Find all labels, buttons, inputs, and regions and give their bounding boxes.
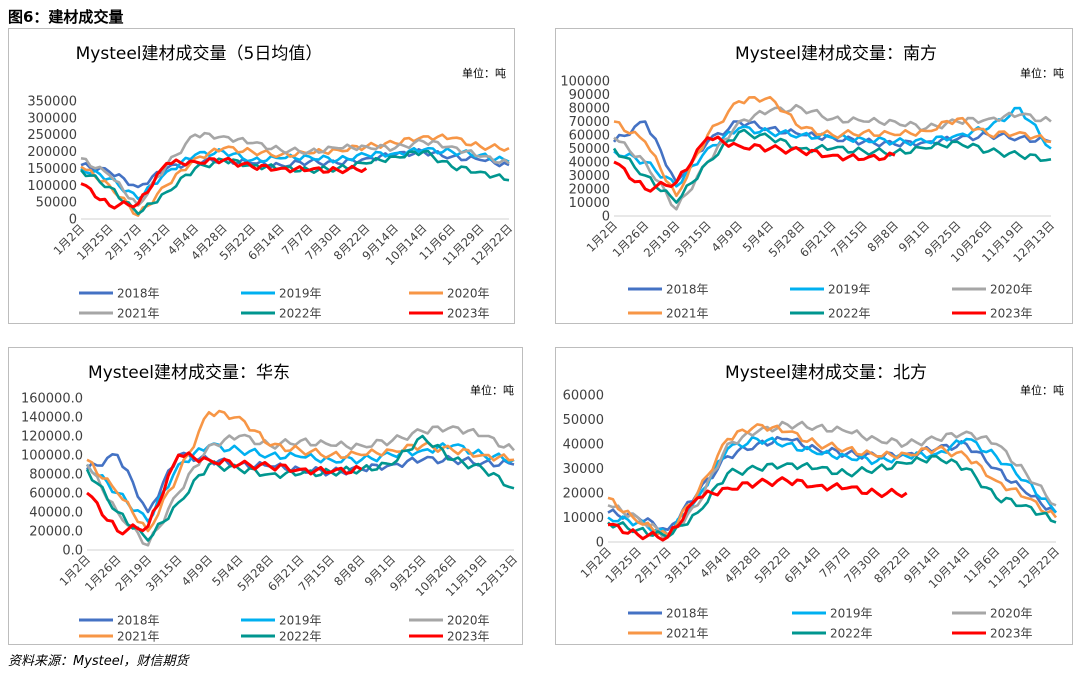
series-line-5 — [607, 455, 1057, 539]
chart-panel-east: Mysteel建材成交量：华东单位：吨 0.0 20000.0 40000.0 6000… — [8, 347, 523, 645]
legend-label: 2021年 — [117, 307, 160, 321]
unit-label: 单位：吨 — [470, 383, 514, 397]
y-tick-label: 60000 — [569, 129, 610, 144]
y-tick-label: 0.0 — [62, 544, 83, 559]
y-tick-label: 20000.0 — [29, 525, 83, 540]
y-tick-label: 300000 — [27, 111, 77, 126]
legend-label: 2019年 — [830, 607, 873, 621]
legend-label: 2019年 — [279, 614, 322, 628]
legend-label: 2023年 — [447, 630, 490, 644]
series-line-3 — [613, 103, 1052, 211]
y-tick-label: 0 — [602, 210, 610, 225]
x-tick-label: 4月9日 — [708, 218, 745, 255]
unit-label: 单位：吨 — [1020, 66, 1064, 80]
y-tick-label: 70000 — [569, 115, 610, 130]
y-tick-label: 30000 — [569, 169, 610, 184]
legend-label: 2022年 — [828, 307, 871, 321]
legend-label: 2018年 — [117, 287, 160, 301]
series-line-1 — [80, 148, 510, 189]
unit-label: 单位：吨 — [462, 66, 506, 80]
y-tick-label: 140000.0 — [21, 411, 83, 426]
y-tick-label: 50000 — [563, 413, 604, 428]
legend-label: 2023年 — [990, 627, 1033, 641]
unit-label: 单位：吨 — [1020, 383, 1064, 397]
legend-label: 2023年 — [990, 307, 1033, 321]
series-line-4 — [613, 95, 1052, 198]
legend-label: 2021年 — [666, 627, 709, 641]
series-line-5 — [79, 149, 510, 216]
y-tick-label: 160000.0 — [21, 392, 83, 407]
series-line-6 — [613, 135, 896, 193]
y-tick-label: 200000 — [27, 145, 77, 160]
y-tick-label: 10000 — [569, 196, 610, 211]
x-tick-label: 8月8日 — [331, 552, 368, 589]
source-note: 资料来源：Mysteel，财信期货 — [8, 654, 189, 669]
legend-label: 2020年 — [447, 614, 490, 628]
legend-label: 2021年 — [666, 307, 709, 321]
y-tick-label: 250000 — [27, 128, 77, 143]
legend-label: 2020年 — [990, 607, 1033, 621]
series-line-6 — [607, 476, 908, 542]
chart-svg-total: Mysteel建材成交量（5日均值） 单位：吨 0 50000 100000 150000… — [27, 44, 515, 321]
y-tick-label: 30000 — [563, 462, 604, 477]
y-tick-label: 0 — [596, 536, 604, 551]
series-line-3 — [607, 420, 1057, 539]
series-line-2 — [607, 435, 1058, 536]
series-line-1 — [85, 451, 515, 514]
legend-label: 2018年 — [666, 607, 709, 621]
x-tick-label: 8月8日 — [865, 218, 902, 255]
series-line-2 — [85, 442, 515, 523]
chart-panel-south: Mysteel建材成交量：南方单位：吨 0 10000 20000 30000 40000… — [555, 28, 1073, 324]
y-tick-label: 0 — [69, 213, 77, 228]
y-tick-label: 350000 — [27, 95, 77, 110]
y-tick-label: 60000 — [563, 389, 604, 404]
legend-label: 2020年 — [447, 287, 490, 301]
y-tick-label: 40000 — [563, 438, 604, 453]
x-tick-label: 4月9日 — [179, 552, 216, 589]
legend-label: 2018年 — [117, 614, 160, 628]
chart-panel-north: Mysteel建材成交量：北方单位：吨 0 10000 20000 30000 40000… — [555, 347, 1073, 645]
chart-title: Mysteel建材成交量：南方 — [735, 44, 937, 64]
legend-label: 2022年 — [279, 307, 322, 321]
y-tick-label: 100000 — [27, 179, 77, 194]
series-line-6 — [86, 451, 363, 536]
y-tick-label: 100000.0 — [21, 449, 83, 464]
series-line-5 — [612, 128, 1052, 204]
y-tick-label: 150000 — [27, 162, 77, 177]
y-tick-label: 90000 — [569, 88, 610, 103]
series-line-4 — [607, 423, 1058, 536]
chart-title: Mysteel建材成交量：华东 — [88, 363, 290, 383]
legend-label: 2022年 — [279, 630, 322, 644]
y-tick-label: 120000.0 — [21, 430, 83, 445]
series-line-4 — [86, 409, 515, 533]
legend-label: 2022年 — [830, 627, 873, 641]
chart-title: Mysteel建材成交量（5日均值） — [76, 44, 323, 64]
y-tick-label: 60000.0 — [29, 487, 83, 502]
y-tick-label: 80000.0 — [29, 468, 83, 483]
series-line-6 — [80, 156, 368, 210]
legend-label: 2019年 — [828, 283, 871, 297]
y-tick-label: 20000 — [563, 487, 604, 502]
y-tick-label: 100000 — [560, 75, 610, 90]
chart-title: Mysteel建材成交量：北方 — [725, 363, 927, 383]
legend-label: 2020年 — [990, 283, 1033, 297]
figure-title: 图6：建材成交量 — [8, 8, 124, 26]
legend-label: 2023年 — [447, 307, 490, 321]
y-tick-label: 50000 — [569, 142, 610, 157]
legend-label: 2019年 — [279, 287, 322, 301]
y-tick-label: 20000 — [569, 183, 610, 198]
y-tick-label: 80000 — [569, 102, 610, 117]
legend-label: 2021年 — [117, 630, 160, 644]
y-tick-label: 10000 — [563, 511, 604, 526]
y-tick-label: 40000.0 — [29, 506, 83, 521]
y-tick-label: 40000 — [569, 156, 610, 171]
series-line-3 — [85, 425, 515, 547]
chart-panel-total: Mysteel建材成交量（5日均值） 单位：吨 0 50000 100000 150000… — [8, 28, 515, 324]
legend-label: 2018年 — [666, 283, 709, 297]
y-tick-label: 50000 — [36, 196, 77, 211]
series-line-5 — [85, 434, 515, 542]
